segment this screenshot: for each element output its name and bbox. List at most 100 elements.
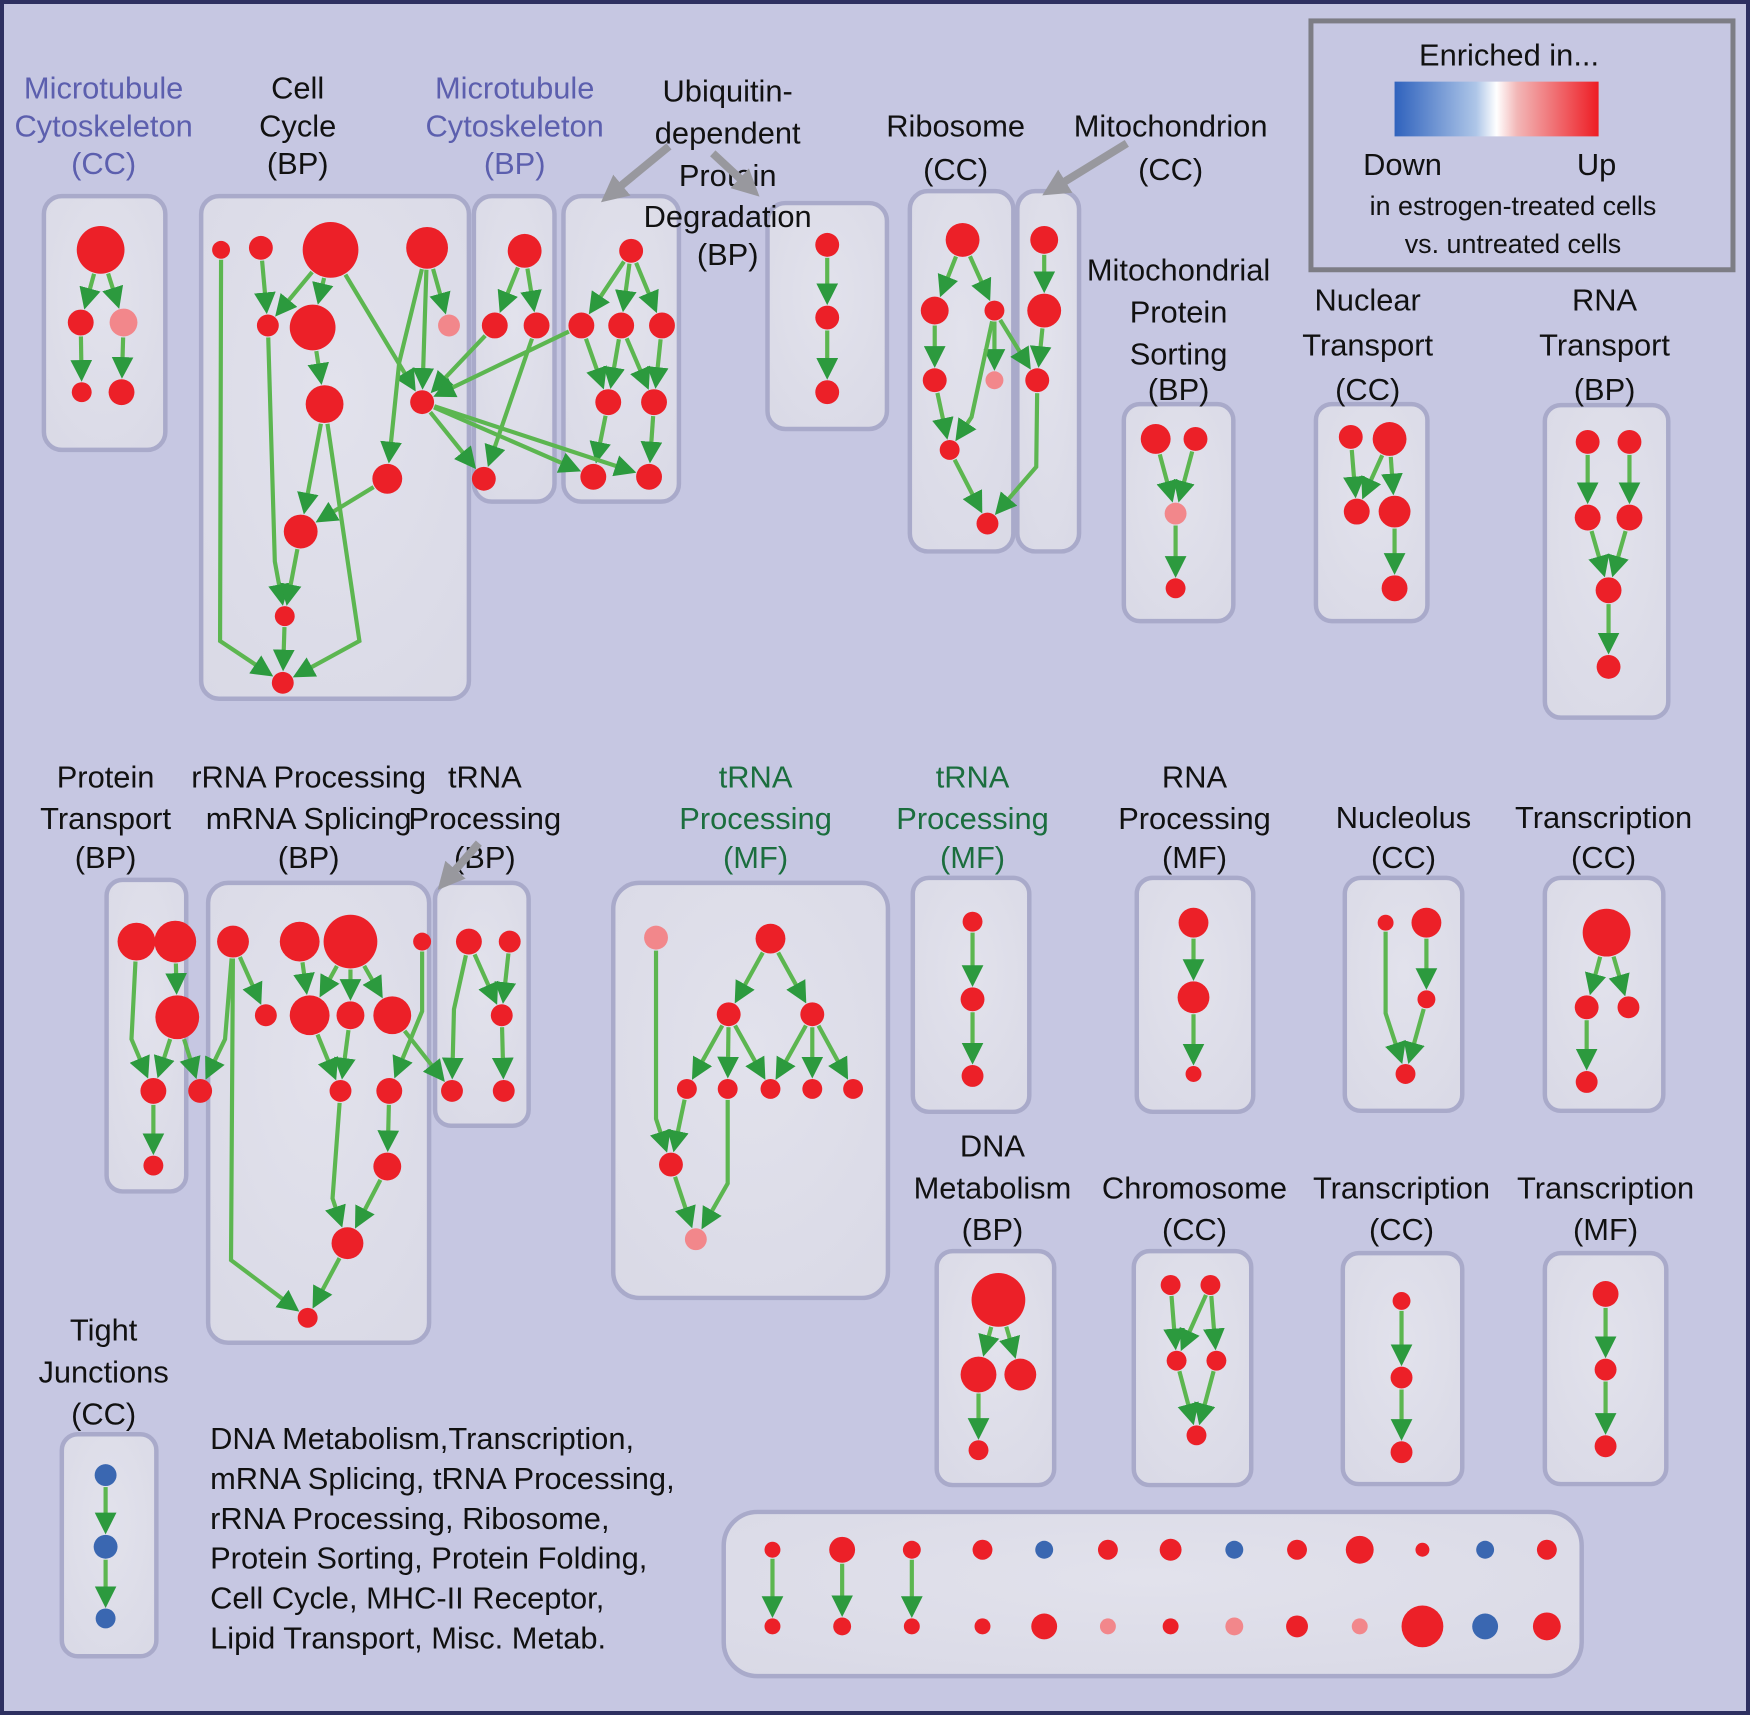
node-wide-wb10 [1401,1605,1444,1648]
node-rrna-m0 [254,1004,277,1027]
edge-nuct-1 [1361,454,1385,500]
edge-rib-4 [955,320,995,442]
node-wide-wb3 [974,1618,991,1635]
annotation-arrow-icon-0 [600,143,672,203]
node-rnat-t2 [1574,504,1601,531]
misc-text-line-1: mRNA Splicing, tRNA Processing, [210,1461,675,1496]
edge-rrna-3 [319,964,340,998]
edge-cc-7 [380,268,424,464]
node-ubq-u7 [636,463,662,490]
edge-cc-1 [254,260,276,315]
node-rib-r4 [985,371,1004,390]
node-cc-c3 [406,226,449,269]
node-trna-t1 [498,930,521,953]
legend-gradient-bar [1394,81,1599,137]
edge-rib-1 [968,255,992,302]
edge-mbp-0 [497,266,520,314]
edge-chrm-0 [1163,1295,1185,1351]
annotation-arrow-icon-2 [1042,139,1129,196]
node-nuct-n4 [1381,575,1408,602]
node-wide-wt11 [1476,1540,1495,1559]
edge-ubq-7 [589,415,611,464]
edge-rib-0 [937,255,959,298]
cluster-label-nuct-2: (CC) [1335,372,1400,407]
edge-pt-3 [179,1038,201,1080]
edge-mcc-0 [79,273,101,310]
node-rrna-n2 [323,914,378,969]
edge-chrm-3 [1177,1370,1199,1426]
edge-ubq-5 [624,337,651,390]
node-nuct-n0 [1338,425,1363,449]
node-pt-p1 [154,920,197,963]
edge-ubq-1 [615,263,637,313]
edge-cc-9 [307,350,329,385]
node-chain3-k2 [815,380,840,405]
cluster-label-chrm-0: Chromosome [1102,1170,1287,1205]
node-pt-p5 [143,1155,164,1176]
edge-dnam-1 [999,1326,1021,1359]
edge-tmf-3 [717,1027,739,1079]
node-tmf-g3 [800,1002,825,1027]
misc-text-line-4: Cell Cycle, MHC-II Receptor, [210,1580,604,1615]
cluster-label-pt-1: Transport [40,801,171,836]
edge-cc-2 [275,270,314,317]
node-rrna-w0 [373,1152,402,1181]
edge-trna-2 [494,953,517,1004]
node-mbp-b2 [523,312,550,339]
edge-mps-0 [1156,453,1178,503]
node-nucl-j2 [1417,990,1436,1009]
cluster-box-chrm [1131,1248,1254,1488]
edge-nucl-2 [1403,1008,1426,1064]
edge-chrm-2 [1203,1295,1225,1351]
edge-tccm-1 [1608,955,1630,997]
edge-cc-14 [272,627,295,672]
misc-text-line-3: Protein Sorting, Protein Folding, [210,1541,647,1576]
node-tmfs-h0 [962,911,983,932]
node-rrna-w2 [297,1307,318,1328]
node-tmf-g7 [802,1078,823,1099]
node-mit-m2 [1025,368,1050,393]
node-rnat-t3 [1616,504,1643,531]
cluster-label-dnam-0: DNA [960,1129,1026,1164]
node-dnam-d3 [968,1440,989,1461]
cluster-label-mps-1: Protein [1130,295,1228,330]
cluster-label-rrna-2: (BP) [278,840,340,875]
edge-mbp-1 [520,268,542,313]
edge-tccm-0 [1584,956,1606,996]
node-tj-y1 [93,1534,118,1559]
node-rnat-t0 [1575,430,1600,454]
node-chrm-e1 [1200,1275,1221,1295]
legend-title: Enriched in... [1419,38,1599,73]
node-tmfb-x0 [1592,1281,1619,1307]
cluster-box-dnam [934,1248,1057,1488]
misc-text-line-0: DNA Metabolism,Transcription, [210,1421,634,1456]
edge-rrna-12 [312,1257,342,1309]
node-mps-s1 [1183,427,1208,451]
layer-nodes [67,221,1643,1648]
node-cc-c4 [256,314,279,337]
node-mps-s2 [1164,502,1187,525]
node-mps-s0 [1140,424,1171,454]
edge-mcc-2 [70,336,93,382]
node-wide-wt5 [1097,1539,1118,1560]
cluster-label-rnat-2: (BP) [1574,372,1636,407]
node-pt-p3 [140,1077,167,1104]
node-wide-wb2 [903,1618,920,1635]
edge-nuct-2 [1381,456,1403,496]
cluster-label-dnam-1: Metabolism [914,1170,1072,1205]
legend-up-label: Up [1577,147,1616,182]
node-rib-r3 [922,368,947,393]
cluster-label-nuct-0: Nuclear [1315,283,1421,318]
node-rpmf-i1 [1177,981,1210,1014]
cluster-label-tmf-2: (MF) [723,840,788,875]
node-mcc-a3 [71,382,92,403]
cluster-label-nucl-0: Nucleolus [1336,800,1471,835]
node-rib-r1 [920,296,949,325]
node-tccb-f1 [1390,1366,1413,1389]
edge-tmf-1 [776,951,807,1004]
node-cc-c6 [438,314,460,337]
node-tj-y2 [95,1608,116,1629]
node-tccb-f0 [1392,1291,1411,1310]
edge-tmf-11 [701,1099,730,1230]
node-trna-t0 [455,928,482,955]
